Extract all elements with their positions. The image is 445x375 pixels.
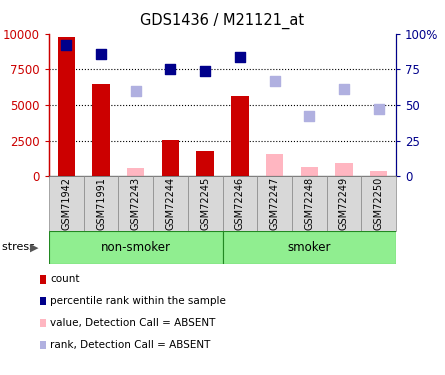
Point (340, 86, 348, 92)
Point (236, 54, 243, 60)
Point (271, 78, 278, 84)
Text: GSM72249: GSM72249 (339, 177, 349, 230)
Bar (370, 171, 388, 176)
Text: GSM71991: GSM71991 (96, 177, 106, 230)
Point (97, 51, 105, 57)
Text: GSM71942: GSM71942 (61, 177, 71, 230)
Text: stress: stress (2, 243, 39, 252)
Text: GSM72243: GSM72243 (131, 177, 141, 230)
Text: GSM72250: GSM72250 (374, 177, 384, 230)
Bar (93, 84, 110, 176)
Bar (153, 176, 188, 231)
Text: GSM72245: GSM72245 (200, 177, 210, 230)
Bar (266, 154, 283, 176)
Bar (162, 140, 179, 176)
Point (306, 113, 313, 119)
Bar (49, 176, 84, 231)
Bar (231, 96, 249, 176)
Text: GSM72247: GSM72247 (270, 177, 279, 230)
Text: percentile rank within the sample: percentile rank within the sample (50, 296, 226, 306)
Text: GSM72246: GSM72246 (235, 177, 245, 230)
Text: smoker: smoker (287, 241, 331, 254)
Point (202, 68, 209, 74)
Text: ▶: ▶ (30, 243, 39, 252)
Bar (336, 164, 353, 176)
Bar (361, 176, 396, 231)
Bar (301, 167, 318, 176)
Bar (49, 231, 222, 264)
Text: count: count (50, 274, 80, 284)
Text: value, Detection Call = ABSENT: value, Detection Call = ABSENT (50, 318, 216, 328)
Bar (127, 168, 145, 176)
Text: GSM72248: GSM72248 (304, 177, 314, 230)
Bar (292, 176, 327, 231)
Bar (58, 37, 75, 176)
Point (375, 106, 382, 112)
Text: non-smoker: non-smoker (101, 241, 171, 254)
Text: GSM72244: GSM72244 (166, 177, 175, 230)
Bar (197, 151, 214, 176)
Point (132, 88, 139, 94)
Bar (222, 176, 257, 231)
Bar (118, 176, 153, 231)
Bar (188, 176, 222, 231)
Bar (84, 176, 118, 231)
Point (167, 66, 174, 72)
Bar (257, 176, 292, 231)
Text: GDS1436 / M21121_at: GDS1436 / M21121_at (141, 13, 304, 29)
Text: rank, Detection Call = ABSENT: rank, Detection Call = ABSENT (50, 340, 211, 350)
Bar (222, 231, 396, 264)
Point (63, 42, 70, 48)
Bar (327, 176, 361, 231)
